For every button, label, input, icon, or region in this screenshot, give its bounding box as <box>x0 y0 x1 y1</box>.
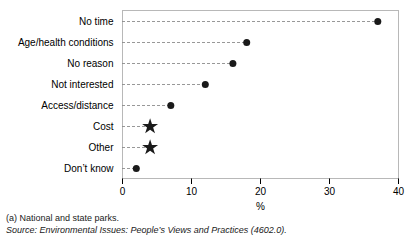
svg-text:10: 10 <box>186 186 198 197</box>
svg-text:40: 40 <box>393 186 405 197</box>
svg-text:Age/health conditions: Age/health conditions <box>18 37 114 48</box>
html-text:Source: Environmental Issues:: Source: Environmental Issues: People’s V… <box>6 225 287 235</box>
html-text:(a) National and state parks.: (a) National and state parks. <box>6 213 120 223</box>
svg-text:Don’t know: Don’t know <box>64 163 114 174</box>
svg-text:No time: No time <box>79 16 114 27</box>
svg-text:30: 30 <box>324 186 336 197</box>
svg-text:Other: Other <box>88 142 114 153</box>
svg-text:No reason: No reason <box>67 58 113 69</box>
svg-text:0: 0 <box>120 186 126 197</box>
svg-text:Not interested: Not interested <box>51 79 113 90</box>
svg-text:20: 20 <box>255 186 267 197</box>
svg-text:Access/distance: Access/distance <box>41 100 114 111</box>
svg-text:Cost: Cost <box>93 121 114 132</box>
svg-text:%: % <box>256 201 265 212</box>
